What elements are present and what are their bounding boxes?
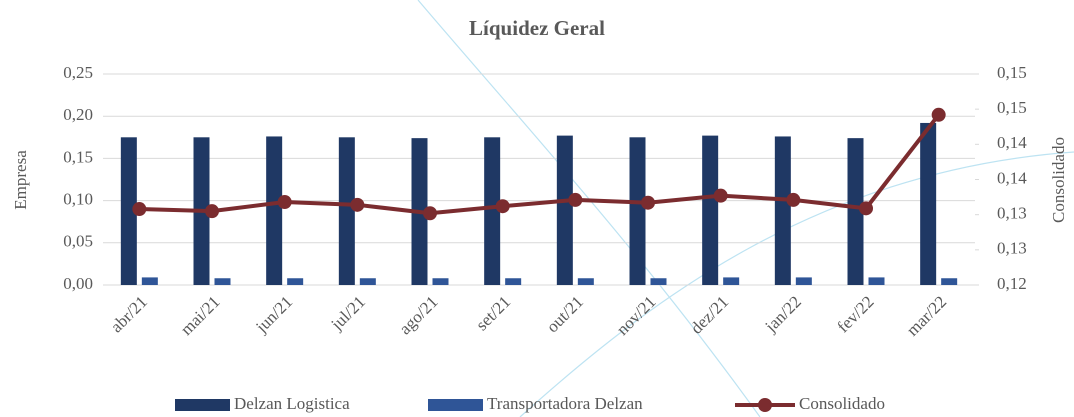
line-marker	[423, 206, 437, 221]
y-tick-label: 0,10	[63, 190, 93, 209]
decor-curve	[417, 0, 761, 417]
bar	[266, 136, 283, 285]
bar	[795, 277, 812, 285]
y2-tick-label: 0,15	[997, 63, 1027, 82]
y-tick-label: 0,15	[63, 147, 93, 166]
x-tick-label: mai/21	[177, 292, 224, 339]
bar	[920, 122, 937, 286]
chart-title: Líquidez Geral	[469, 16, 605, 40]
x-tick-label: out/21	[543, 292, 587, 336]
x-tick-label: nov/21	[613, 292, 660, 339]
line-marker	[713, 188, 728, 203]
bar	[723, 277, 740, 285]
line-marker	[859, 201, 873, 216]
line-marker	[786, 192, 801, 207]
decor-curve	[519, 151, 1074, 417]
legend-swatch	[428, 399, 483, 411]
bar	[120, 137, 137, 285]
line-marker	[132, 202, 147, 217]
bar	[577, 278, 594, 285]
y-tick-label: 0,20	[63, 105, 93, 124]
bar	[868, 277, 885, 285]
y2-tick-label: 0,13	[997, 204, 1027, 223]
y2-tick-label: 0,14	[997, 133, 1027, 152]
x-tick-label: jul/21	[327, 292, 369, 334]
bar	[702, 135, 719, 285]
bar	[338, 137, 355, 285]
line-marker	[495, 199, 510, 214]
bar	[359, 278, 376, 285]
bar	[484, 137, 501, 285]
line-marker	[350, 197, 365, 212]
x-tick-label: jun/21	[251, 292, 296, 337]
y-axis-label: Empresa	[11, 150, 30, 210]
x-tick-label: dez/21	[687, 292, 732, 337]
x-tick-label: fev/22	[833, 292, 877, 336]
y2-tick-label: 0,13	[997, 239, 1027, 258]
bar	[774, 136, 791, 285]
x-tick-label: mar/22	[903, 292, 950, 339]
x-tick-label: set/21	[472, 292, 514, 334]
legend-label: Delzan Logistica	[234, 394, 350, 413]
bar	[214, 278, 231, 285]
y2-tick-label: 0,14	[997, 168, 1027, 187]
line-marker	[277, 195, 292, 210]
legend-swatch	[758, 398, 772, 412]
y2-tick-label: 0,15	[997, 98, 1027, 117]
y-tick-label: 0,25	[63, 63, 93, 82]
line-marker	[641, 195, 655, 210]
bar	[432, 278, 449, 285]
line	[139, 113, 941, 216]
y2-tick-label: 0,12	[997, 274, 1027, 293]
bar	[847, 138, 864, 285]
y-tick-label: 0,05	[63, 232, 93, 251]
bar	[941, 278, 958, 285]
bar	[505, 278, 522, 285]
legend-label: Consolidado	[799, 394, 885, 413]
x-tick-label: jan/22	[761, 292, 805, 336]
y-tick-label: 0,00	[63, 274, 93, 293]
line-marker	[568, 192, 583, 207]
x-tick-label: ago/21	[395, 292, 441, 338]
legend-label: Transportadora Delzan	[487, 394, 643, 413]
line-marker	[205, 204, 219, 219]
bar	[287, 278, 304, 285]
line-marker	[931, 107, 946, 122]
y2-axis-label: Consolidado	[1049, 137, 1068, 223]
legend-swatch	[175, 399, 230, 411]
bar	[141, 277, 158, 285]
bar	[556, 135, 573, 285]
bar	[650, 278, 667, 285]
x-tick-label: abr/21	[107, 292, 151, 336]
bar	[629, 137, 646, 285]
